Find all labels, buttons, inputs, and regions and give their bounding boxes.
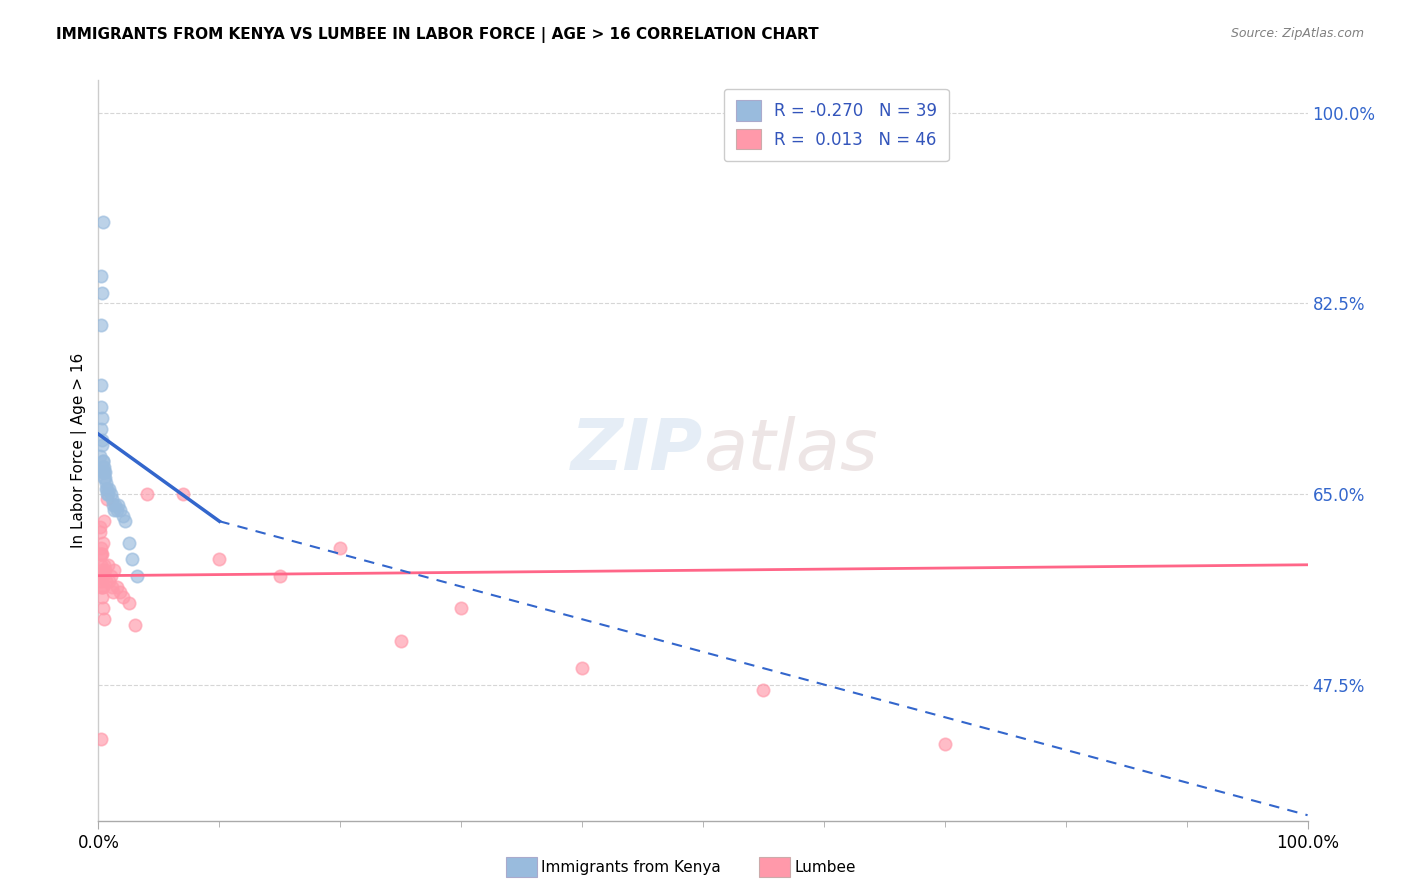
Point: [111, 508, 134, 523]
Text: ZIP: ZIP: [571, 416, 703, 485]
Point: [94, 482, 117, 496]
Point: [103, 503, 125, 517]
Text: Immigrants from Kenya: Immigrants from Kenya: [541, 860, 721, 874]
Point: [97, 558, 120, 572]
Text: atlas: atlas: [703, 416, 877, 485]
Point: [91, 591, 114, 605]
Point: [90, 547, 112, 561]
Point: [752, 683, 775, 698]
Point: [96, 492, 118, 507]
Point: [104, 498, 127, 512]
Point: [90, 400, 112, 414]
Point: [91, 454, 114, 468]
Point: [89, 519, 111, 533]
Point: [90, 378, 112, 392]
Point: [93, 514, 115, 528]
Point: [111, 591, 134, 605]
Point: [91, 465, 114, 479]
Point: [90, 547, 112, 561]
Point: [101, 585, 124, 599]
Point: [97, 487, 120, 501]
Point: [90, 422, 112, 436]
Point: [269, 568, 291, 582]
Point: [91, 438, 114, 452]
Point: [114, 514, 136, 528]
Point: [93, 612, 115, 626]
Point: [90, 580, 112, 594]
Point: [91, 580, 114, 594]
Point: [93, 459, 115, 474]
Point: [90, 568, 112, 582]
Point: [94, 465, 117, 479]
Point: [450, 601, 472, 615]
Point: [389, 634, 412, 648]
Point: [101, 498, 124, 512]
Point: [100, 492, 122, 507]
Point: [93, 465, 115, 479]
Point: [934, 738, 956, 752]
Point: [121, 552, 143, 566]
Point: [91, 568, 114, 582]
Point: [98, 574, 121, 588]
Point: [100, 487, 122, 501]
Point: [100, 580, 122, 594]
Legend: R = -0.270   N = 39, R =  0.013   N = 46: R = -0.270 N = 39, R = 0.013 N = 46: [724, 88, 949, 161]
Point: [91, 433, 114, 447]
Point: [93, 471, 115, 485]
Point: [91, 215, 114, 229]
Text: Source: ZipAtlas.com: Source: ZipAtlas.com: [1230, 27, 1364, 40]
Point: [89, 525, 111, 540]
Point: [135, 487, 157, 501]
Point: [90, 574, 112, 588]
Point: [91, 536, 114, 550]
Point: [93, 558, 115, 572]
Point: [90, 731, 112, 746]
Point: [100, 568, 122, 582]
Point: [93, 454, 115, 468]
Point: [96, 482, 118, 496]
Point: [98, 482, 121, 496]
Point: [96, 476, 118, 491]
Point: [90, 318, 112, 333]
Point: [93, 471, 115, 485]
Point: [91, 601, 114, 615]
Point: [91, 547, 114, 561]
Point: [91, 285, 114, 300]
Point: [118, 536, 141, 550]
Point: [108, 585, 131, 599]
Point: [105, 580, 128, 594]
Point: [94, 563, 117, 577]
Point: [124, 617, 146, 632]
Point: [90, 558, 112, 572]
Point: [90, 580, 112, 594]
Point: [91, 459, 114, 474]
Point: [105, 503, 128, 517]
Point: [90, 541, 112, 556]
Point: [329, 541, 352, 556]
Point: [103, 563, 125, 577]
Point: [172, 487, 194, 501]
Point: [118, 596, 141, 610]
Point: [571, 661, 593, 675]
Point: [91, 563, 114, 577]
Point: [89, 449, 111, 463]
Point: [90, 568, 112, 582]
Point: [96, 487, 118, 501]
Point: [127, 568, 149, 582]
Text: IMMIGRANTS FROM KENYA VS LUMBEE IN LABOR FORCE | AGE > 16 CORRELATION CHART: IMMIGRANTS FROM KENYA VS LUMBEE IN LABOR…: [56, 27, 818, 43]
Text: Lumbee: Lumbee: [794, 860, 856, 874]
Y-axis label: In Labor Force | Age > 16: In Labor Force | Age > 16: [72, 353, 87, 548]
Point: [94, 574, 117, 588]
Point: [90, 410, 112, 425]
Point: [108, 503, 131, 517]
Point: [208, 552, 231, 566]
Point: [107, 498, 129, 512]
Point: [90, 269, 112, 284]
